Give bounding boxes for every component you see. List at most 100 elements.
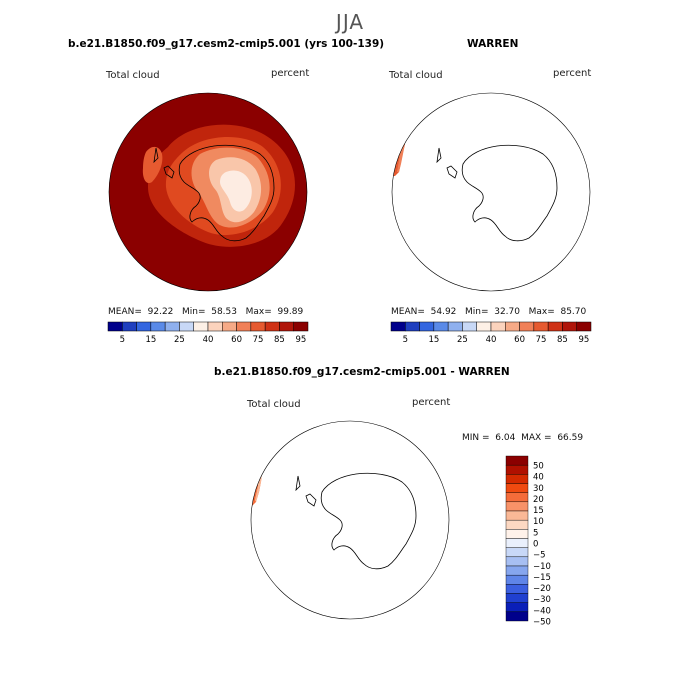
panel2-colorbar-swatch — [390, 321, 406, 332]
panel3-field-patch-edge — [255, 472, 262, 502]
panel1-colorbar-tick-label: 15 — [145, 335, 156, 345]
panel1-colorbar-tick-label: 25 — [174, 335, 185, 345]
panel3-colorbar-swatch — [505, 584, 529, 594]
panel1-colorbar-swatch — [207, 321, 223, 332]
panel1-units: percent — [271, 68, 310, 79]
panel3-map — [250, 420, 450, 620]
panel1-colorbar-swatch — [136, 321, 152, 332]
panel2-colorbar-swatch — [462, 321, 477, 332]
panel1-field-min — [220, 170, 252, 212]
panel1-colorbar-swatch — [164, 321, 180, 332]
panel3-colorbar-tick-label: −30 — [533, 595, 551, 605]
panel1-colorbar-swatch — [264, 321, 280, 332]
panel2-colorbar-swatch — [547, 321, 563, 332]
panel1-colorbar-swatch — [193, 321, 209, 332]
panel2-units: percent — [553, 68, 592, 79]
panel2-colorbar-swatch — [490, 321, 506, 332]
panel3-colorbar-swatch — [505, 538, 529, 548]
panel1-colorbar-tick-label: 60 — [231, 335, 242, 345]
panel1-colorbar-swatch — [150, 321, 166, 332]
panel3-colorbar-swatch — [505, 547, 529, 558]
panel3-stats: MIN = 6.04 MAX = 66.59 — [462, 433, 584, 443]
panel3-coastline — [295, 472, 417, 570]
panel3-colorbar-swatch — [505, 574, 529, 585]
panel1-colorbar-tick-label: 40 — [203, 335, 214, 345]
panel3-colorbar-tick-label: 10 — [533, 517, 544, 527]
panel2-colorbar-swatch — [405, 321, 420, 332]
panel3-colorbar-swatch — [505, 483, 529, 493]
panel3-colorbar-swatch — [505, 529, 529, 539]
panel1-stats: MEAN= 92.22 Min= 58.53 Max= 99.89 — [108, 307, 304, 317]
panel3-colorbar-swatch — [505, 464, 529, 475]
panel1-colorbar-tick-label: 5 — [120, 335, 125, 345]
figure-title: JJA — [335, 10, 365, 34]
panel2-colorbar-tick-label: 25 — [457, 335, 468, 345]
panel1-coastline — [153, 144, 275, 242]
panel2-colorbar-swatch — [505, 321, 520, 332]
panel1-colorbar-swatch — [279, 321, 294, 332]
panel3-colorbar-swatch — [505, 492, 529, 503]
panel1-colorbar-swatch — [250, 321, 266, 332]
panel3-colorbar-swatch — [505, 611, 529, 622]
panel3-colorbar-tick-label: 40 — [533, 473, 544, 483]
panel3-colorbar-swatch — [505, 519, 529, 530]
panel3-colorbar-swatch — [505, 556, 529, 567]
panel3-colorbar-tick-label: 30 — [533, 484, 544, 494]
panel2-colorbar-tick-label: 40 — [486, 335, 497, 345]
panel2-variable: Total cloud — [389, 70, 443, 81]
panel2-colorbar-swatch — [533, 321, 549, 332]
panel3-colorbar-tick-label: 50 — [533, 462, 544, 472]
panel3-map-border — [250, 420, 450, 620]
panel1-map-border — [108, 92, 308, 292]
panel3-colorbar-tick-label: −20 — [533, 584, 551, 594]
panel3-colorbar-tick-label: 5 — [533, 528, 538, 538]
panel1-colorbar-tick-label: 85 — [274, 335, 285, 345]
panel2-map — [391, 92, 591, 292]
panel2-colorbar-swatch — [476, 321, 492, 332]
panel2-map-border — [391, 92, 591, 292]
panel2-stats: MEAN= 54.92 Min= 32.70 Max= 85.70 — [391, 307, 587, 317]
panel2-coastline — [436, 144, 558, 242]
panel3-colorbar-swatch — [505, 474, 529, 484]
panel3-colorbar-tick-label: −50 — [533, 617, 551, 627]
panel3-colorbar-swatch — [505, 455, 529, 466]
panel2-colorbar-swatch — [419, 321, 435, 332]
panel3-colorbar-tick-label: −40 — [533, 606, 551, 616]
panel2-colorbar-tick-label: 5 — [403, 335, 408, 345]
panel2-title: WARREN — [467, 38, 519, 50]
panel3-colorbar-tick-label: −10 — [533, 562, 551, 572]
panel3-colorbar-tick-label: 15 — [533, 506, 544, 516]
panel3-colorbar-tick-label: 0 — [533, 540, 538, 550]
panel2-colorbar-tick-label: 95 — [578, 335, 589, 345]
panel2-colorbar: 5 15 25 40 60 75 85 95 — [390, 321, 592, 345]
panel1-colorbar-swatch — [236, 321, 252, 332]
panel1-map — [108, 92, 308, 292]
panel1-colorbar-tick-label: 95 — [295, 335, 306, 345]
panel2-colorbar-swatch — [447, 321, 463, 332]
panel1-colorbar: 5 15 25 40 60 75 85 95 — [107, 321, 309, 345]
panel3-colorbar-swatch — [505, 565, 529, 576]
panel1-title: b.e21.B1850.f09_g17.cesm2-cmip5.001 (yrs… — [68, 38, 385, 50]
panel3-colorbar-swatch — [505, 602, 529, 613]
panel1-variable: Total cloud — [106, 70, 160, 81]
panel2-field-patch-edge — [397, 144, 405, 172]
panel1-colorbar-swatch — [179, 321, 194, 332]
panel1-colorbar-swatch — [293, 321, 309, 332]
panel1-colorbar-swatch — [122, 321, 137, 332]
panel2-colorbar-tick-label: 75 — [536, 335, 547, 345]
panel1-colorbar-swatch — [107, 321, 123, 332]
panel2-colorbar-swatch — [576, 321, 592, 332]
panel1-colorbar-swatch — [222, 321, 237, 332]
panel3-colorbar-tick-label: −5 — [533, 551, 546, 561]
panel2-colorbar-swatch — [562, 321, 577, 332]
panel2-colorbar-swatch — [433, 321, 449, 332]
panel1-colorbar-tick-label: 75 — [253, 335, 264, 345]
panel3-units: percent — [412, 397, 451, 408]
panel3-colorbar-tick-label: 20 — [533, 495, 544, 505]
panel3-variable: Total cloud — [247, 399, 301, 410]
panel3-title: b.e21.B1850.f09_g17.cesm2-cmip5.001 - WA… — [214, 366, 510, 378]
panel3-colorbar-swatch — [505, 501, 529, 512]
panel2-colorbar-tick-label: 85 — [557, 335, 568, 345]
panel2-colorbar-tick-label: 60 — [514, 335, 525, 345]
